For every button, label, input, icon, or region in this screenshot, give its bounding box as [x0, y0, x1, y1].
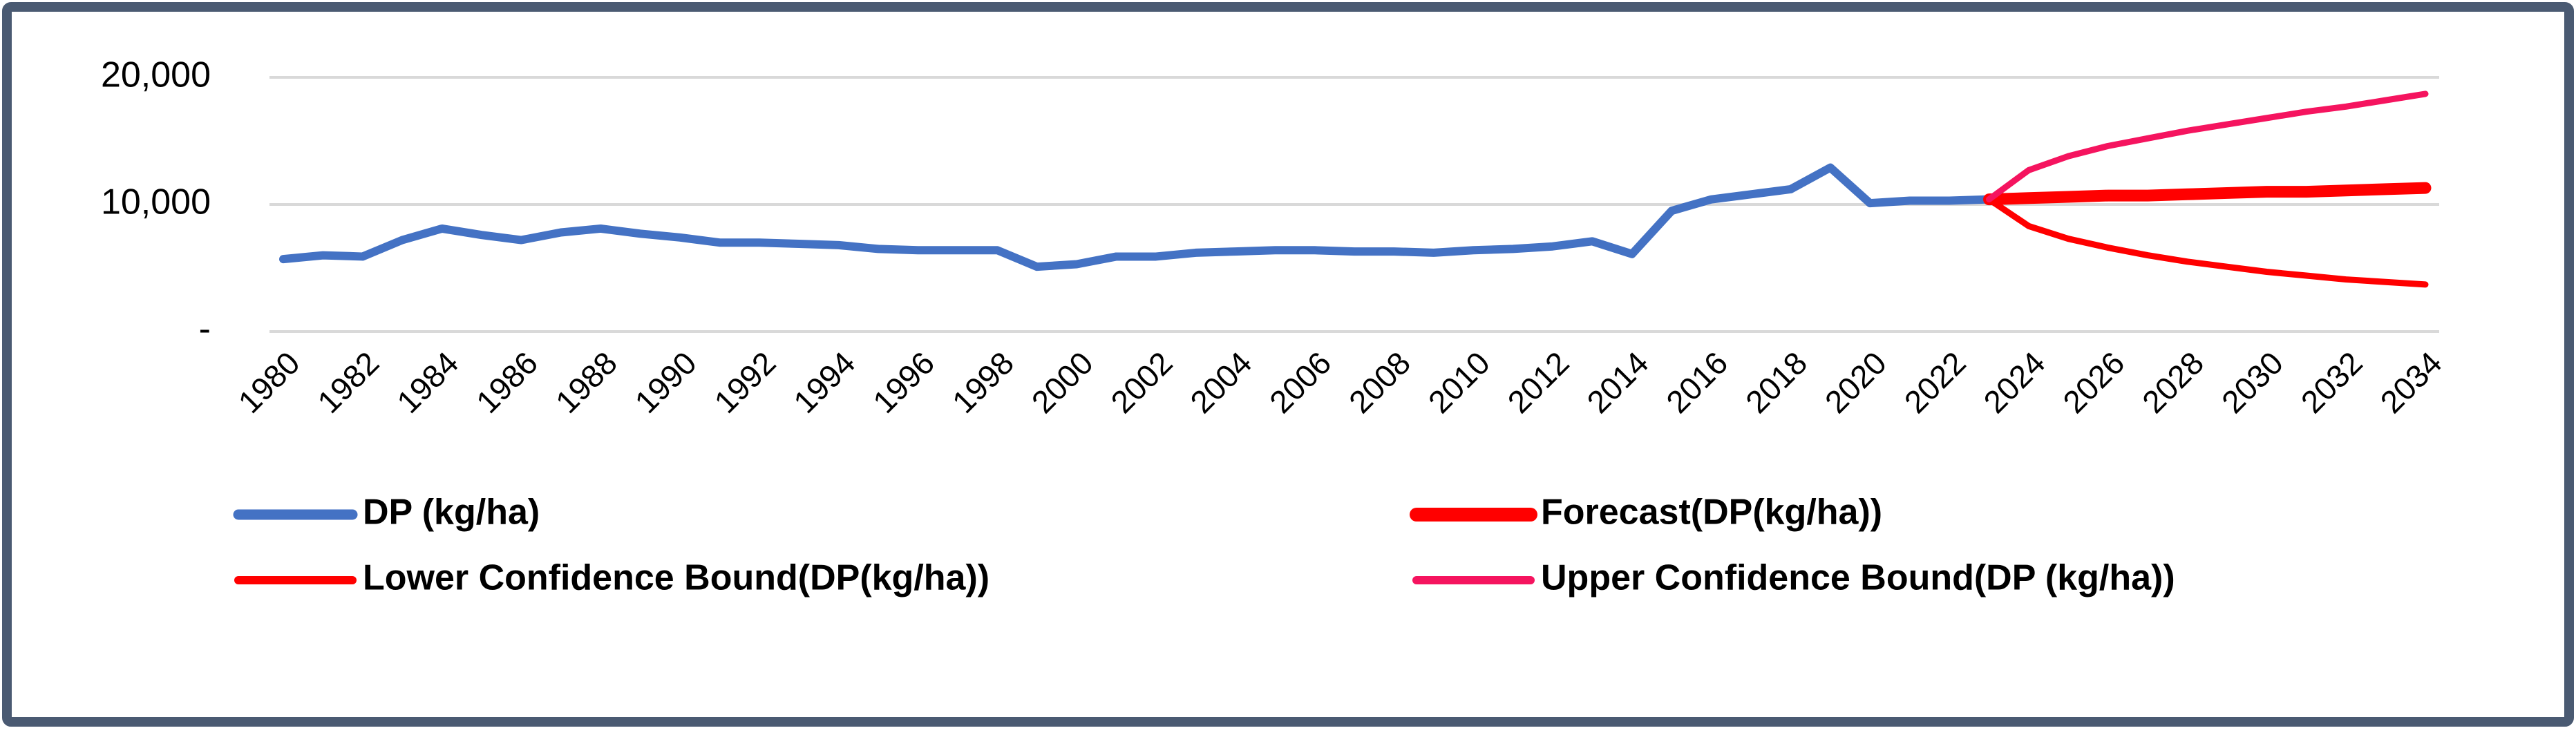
- y-tick-label: 20,000: [101, 55, 211, 95]
- series-line: [1986, 196, 2429, 288]
- series-line: [1986, 90, 2429, 203]
- series-line: [279, 163, 1993, 271]
- y-tick-label: -: [199, 309, 211, 350]
- series-line: [1983, 182, 2432, 206]
- legend-label: Forecast(DP(kg/ha)): [1541, 492, 1882, 533]
- y-tick-label: 10,000: [101, 182, 211, 222]
- legend-label: DP (kg/ha): [363, 492, 540, 533]
- legend-label: Upper Confidence Bound(DP (kg/ha)): [1541, 558, 2175, 598]
- legend-label: Lower Confidence Bound(DP(kg/ha)): [363, 558, 989, 598]
- chart-frame: [2, 2, 2574, 727]
